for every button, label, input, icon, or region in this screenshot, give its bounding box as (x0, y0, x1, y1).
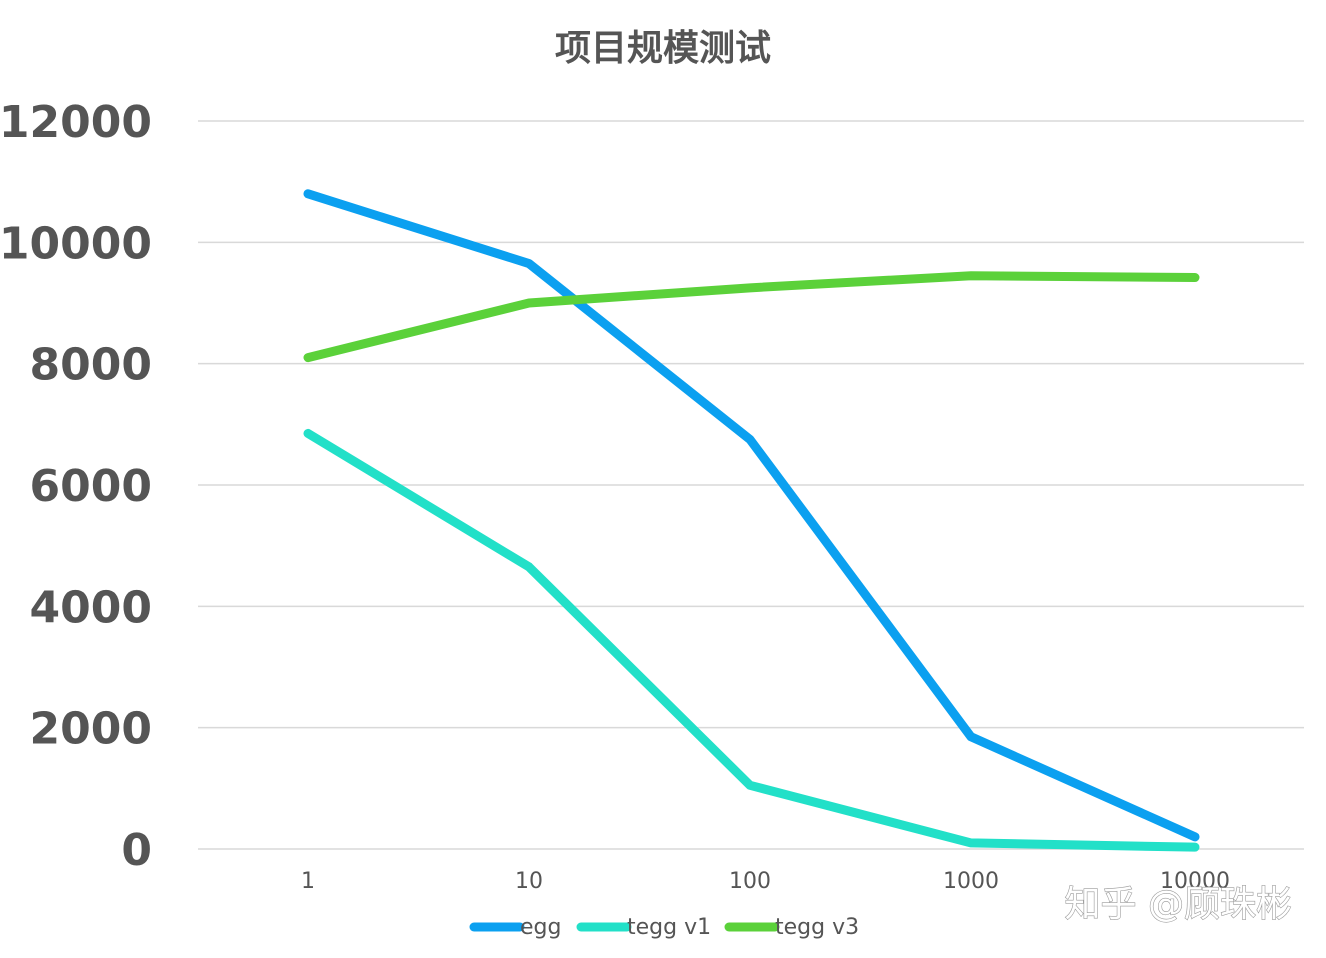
legend-label: tegg v3 (775, 915, 859, 940)
y-axis-ticks: 0 2000 4000 6000 8000 10000 12000 (0, 97, 152, 876)
y-tick-label: 6000 (30, 461, 152, 512)
legend: egg tegg v1 tegg v3 (469, 915, 859, 940)
x-tick-label: 1000 (943, 869, 999, 894)
tegg-v3-line (303, 271, 1200, 363)
chart-title: 项目规模测试 (555, 28, 771, 69)
y-tick-label: 0 (121, 825, 152, 876)
legend-label: egg (520, 915, 561, 940)
series-lines (303, 189, 1200, 852)
gridlines (198, 120, 1304, 850)
y-tick-label: 4000 (30, 582, 152, 633)
x-axis-ticks: 1 10 100 1000 10000 (301, 869, 1230, 894)
egg-line (303, 189, 1200, 842)
x-tick-label: 1 (301, 869, 315, 894)
x-tick-label: 10000 (1160, 869, 1230, 894)
watermark: 知乎 @顾珠彬 (1065, 884, 1292, 925)
y-tick-label: 8000 (30, 340, 152, 391)
x-tick-label: 10 (515, 869, 543, 894)
y-tick-label: 2000 (30, 704, 152, 755)
tegg-v1-line (303, 428, 1200, 852)
legend-label: tegg v1 (627, 915, 711, 940)
y-tick-label: 10000 (0, 218, 152, 269)
y-tick-label: 12000 (0, 97, 152, 148)
x-tick-label: 100 (729, 869, 771, 894)
